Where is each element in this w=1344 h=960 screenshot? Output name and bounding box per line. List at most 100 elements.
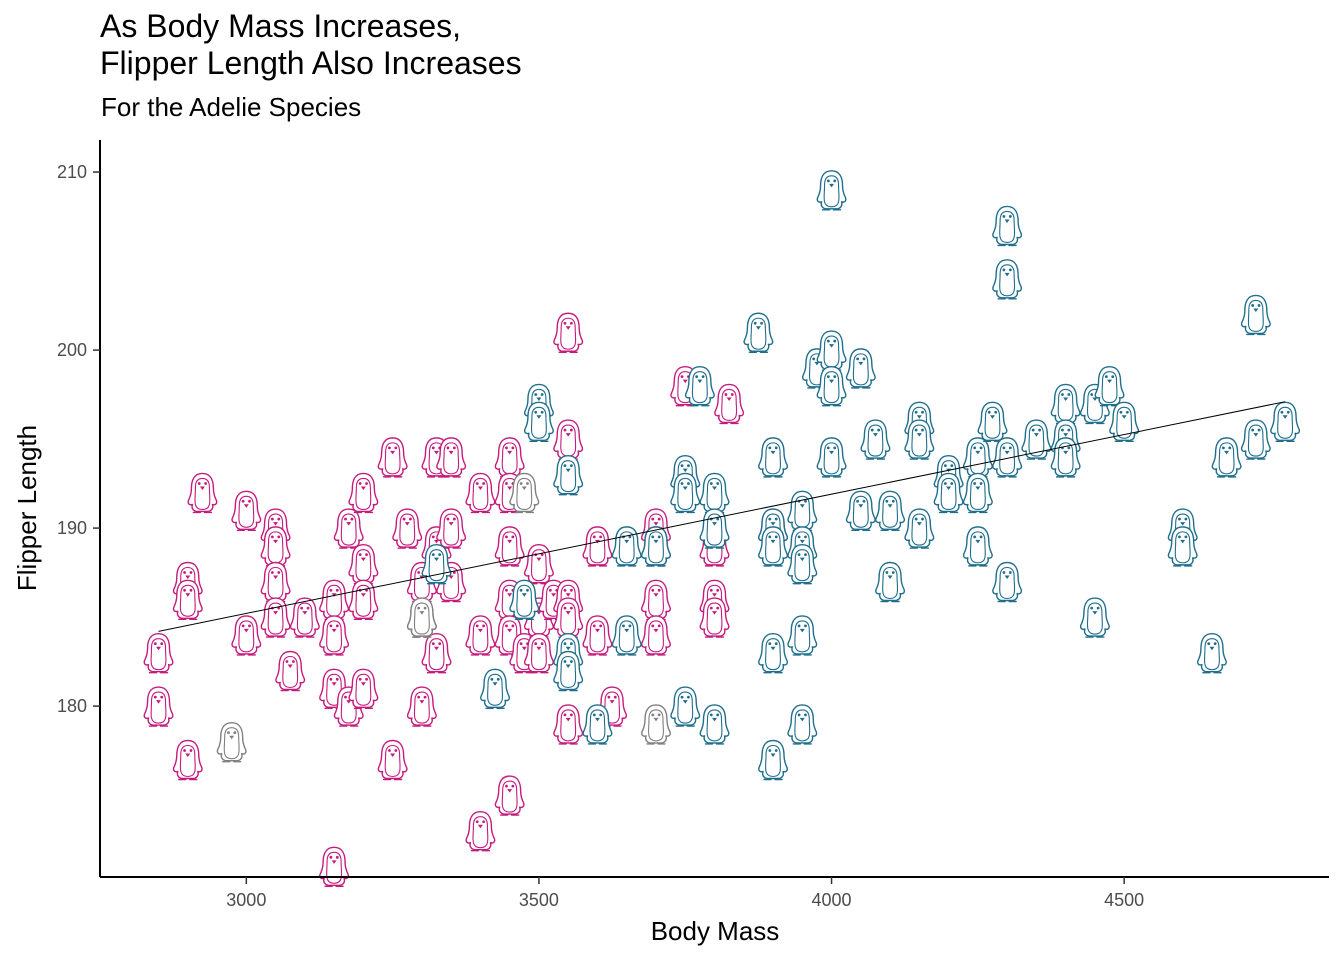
chart-subtitle: For the Adelie Species <box>101 92 362 122</box>
penguin-icon <box>816 365 847 407</box>
penguin-icon <box>582 615 613 656</box>
penguin-icon <box>758 739 788 781</box>
penguin-icon <box>465 811 496 852</box>
penguin-icon <box>641 579 671 620</box>
penguin-icon <box>143 686 174 727</box>
penguin-icon <box>319 615 350 656</box>
penguin-icon <box>1240 419 1271 460</box>
x-tick-label: 4000 <box>812 890 852 910</box>
penguin-icon <box>992 437 1023 478</box>
penguin-icon <box>553 597 584 638</box>
penguin-icon <box>1167 526 1198 567</box>
penguin-icon <box>1094 365 1125 407</box>
penguin-icon <box>582 704 613 745</box>
penguin-icon <box>436 508 467 549</box>
penguin-icon <box>406 597 437 638</box>
penguin-icon <box>1050 437 1081 478</box>
penguin-icon <box>421 632 452 674</box>
penguin-icon <box>611 615 642 656</box>
penguin-icon <box>275 650 306 692</box>
penguin-icon <box>523 543 554 585</box>
penguin-icon <box>465 472 496 514</box>
penguin-icon <box>319 846 350 888</box>
penguin-icon <box>962 472 993 514</box>
penguin-icon <box>845 490 876 531</box>
penguin-icon <box>641 615 671 656</box>
penguin-icon <box>582 526 613 567</box>
penguin-icon <box>1109 401 1140 442</box>
penguin-icon <box>421 543 452 585</box>
penguin-icon <box>377 437 408 478</box>
penguin-icon <box>860 419 891 460</box>
penguin-icon <box>962 526 993 567</box>
penguin-icon <box>816 170 847 211</box>
penguin-icon <box>143 632 174 674</box>
penguin-icon <box>684 365 715 407</box>
penguin-icon <box>553 650 584 692</box>
penguin-icon <box>494 775 525 816</box>
trend-line <box>158 401 1286 632</box>
penguin-icon <box>670 686 701 727</box>
penguin-icon <box>172 739 203 781</box>
penguin-icon <box>523 632 554 674</box>
penguin-icon <box>1050 383 1081 425</box>
penguin-icon <box>758 437 788 478</box>
penguin-icon <box>1211 437 1242 478</box>
penguin-icon <box>875 490 906 531</box>
y-tick-label: 190 <box>57 518 87 538</box>
penguin-icon <box>816 330 847 371</box>
penguin-icon <box>992 561 1023 603</box>
penguin-icon <box>1196 632 1227 674</box>
penguin-icon <box>494 437 525 478</box>
penguin-icon <box>714 383 745 425</box>
penguin-icon <box>758 526 788 567</box>
penguin-icon <box>260 561 291 603</box>
y-axis-label: Flipper Length <box>12 425 42 591</box>
penguin-icon <box>787 543 818 585</box>
penguin-icon <box>816 437 847 478</box>
x-tick-label: 3500 <box>519 890 559 910</box>
penguin-icon <box>348 668 379 709</box>
penguin-icon <box>509 472 540 514</box>
penguin-icon <box>553 312 584 353</box>
penguin-icon <box>348 472 379 514</box>
penguin-icon <box>641 526 671 567</box>
penguin-icon <box>758 632 788 674</box>
penguin-icon <box>553 704 584 745</box>
penguin-icon <box>465 615 496 656</box>
penguin-icon <box>216 722 247 763</box>
penguin-icon <box>787 704 818 745</box>
penguin-icon <box>933 472 964 514</box>
penguin-icon <box>260 597 291 638</box>
penguin-icon <box>348 543 379 585</box>
penguin-icon <box>743 312 774 353</box>
chart-title: As Body Mass Increases, Flipper Length A… <box>100 8 522 81</box>
y-ticks: 180 190 200 210 <box>57 162 100 716</box>
y-tick-label: 200 <box>57 340 87 360</box>
penguin-icon <box>699 597 730 638</box>
penguin-icon <box>553 454 584 496</box>
x-tick-label: 4500 <box>1104 890 1144 910</box>
penguin-icon <box>670 472 701 514</box>
penguin-icon <box>875 561 906 603</box>
penguin-icon <box>1240 294 1271 336</box>
penguin-icon <box>231 490 262 531</box>
penguin-icon <box>436 437 467 478</box>
penguin-icon <box>231 615 262 656</box>
penguin-icon <box>1270 401 1301 442</box>
penguin-icon <box>172 579 203 620</box>
penguin-icon <box>845 348 876 389</box>
penguin-icon <box>699 508 730 549</box>
penguin-icon <box>699 704 730 745</box>
penguin-icon <box>406 686 437 727</box>
penguin-icon <box>319 579 350 620</box>
x-tick-label: 3000 <box>226 890 266 910</box>
penguin-icon <box>377 739 408 781</box>
penguin-icon <box>699 472 730 514</box>
penguin-icon <box>641 704 671 745</box>
penguin-icon <box>611 526 642 567</box>
x-axis-label: Body Mass <box>651 916 780 946</box>
penguin-icon <box>787 615 818 656</box>
y-tick-label: 210 <box>57 162 87 182</box>
